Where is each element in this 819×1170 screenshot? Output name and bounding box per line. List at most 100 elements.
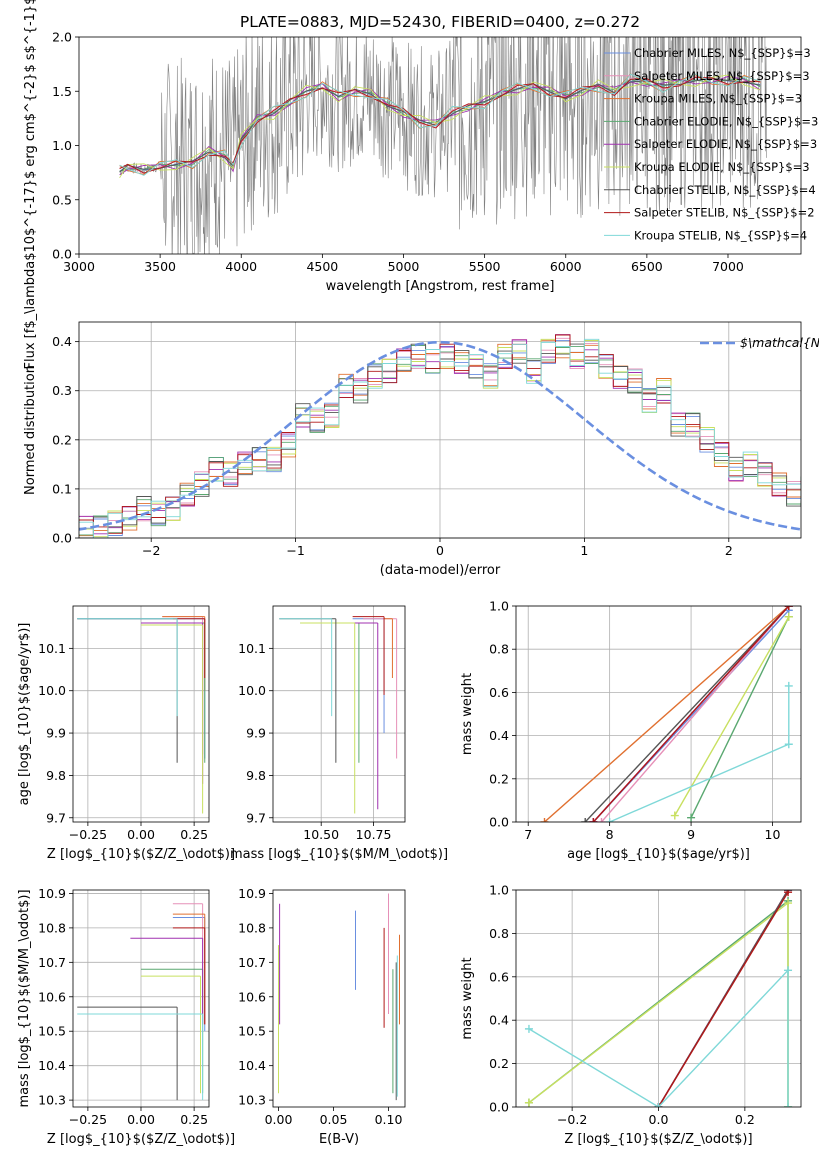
y-tick-label: 1.0 xyxy=(489,599,509,614)
x-tick-label: −1 xyxy=(286,543,304,558)
y-tick-label: 10.3 xyxy=(38,1093,66,1108)
mass-vs-metallicity-ticks: −0.25 0.00 0.25 10.3 10.4 10.5 10.6 10.7 10.8 10.… xyxy=(38,886,208,1127)
y-tick-label: 9.8 xyxy=(246,768,266,783)
spectrum-y-axis-label: Flux [f$_\lambda$10$^{-17}$ erg cm$^{-2}… xyxy=(23,0,38,369)
mass-weight-marker xyxy=(784,740,793,749)
x-tick-label: 3000 xyxy=(63,259,95,274)
x-tick-label: 0.05 xyxy=(320,1112,348,1127)
mass-weight-marker xyxy=(597,818,606,822)
mass-vs-ebv-panel: 0.00 0.05 0.10 10.3 10.4 10.5 10.6 10.7 10.8 10.9… xyxy=(238,886,406,1147)
mass-vs-ebv-x-axis-label: E(B-V) xyxy=(319,1132,359,1147)
mass-weight-marker xyxy=(784,966,793,975)
y-tick-label: 0.4 xyxy=(489,728,509,743)
model-spectrum-line xyxy=(119,73,761,176)
residuals-y-axis-label: Normed distribution xyxy=(23,365,38,495)
y-tick-label: 10.0 xyxy=(238,683,266,698)
x-tick-label: 2 xyxy=(725,543,733,558)
x-tick-label: 10 xyxy=(765,827,781,842)
mass-weight-marker xyxy=(524,1098,533,1107)
y-tick-label: 0.0 xyxy=(489,815,509,830)
x-tick-label: 0.2 xyxy=(735,1112,755,1127)
y-tick-label: 10.1 xyxy=(238,641,266,656)
mass-weight-marker xyxy=(784,606,793,610)
x-tick-label: −2 xyxy=(142,543,160,558)
y-tick-label: 10.9 xyxy=(238,886,266,901)
x-tick-label: 7 xyxy=(524,827,532,842)
residual-histogram-series xyxy=(79,339,801,537)
spectrum-frame xyxy=(78,36,802,255)
figure-title: PLATE=0883, MJD=52430, FIBERID=0400, z=0… xyxy=(240,13,640,31)
age-vs-metallicity-y-axis-label: age [log$_{10}$($age/yr$)] xyxy=(17,623,32,806)
massweight-vs-age-x-axis-label: age [log$_{10}$($age/yr$)] xyxy=(567,847,750,862)
y-tick-label: 10.7 xyxy=(38,955,66,970)
x-tick-label: 4000 xyxy=(225,259,257,274)
model-spectrum-line xyxy=(119,74,761,179)
x-tick-label: 3500 xyxy=(144,259,176,274)
x-tick-label: 0.0 xyxy=(649,1112,669,1127)
age-vs-metallicity-panel: −0.25 0.00 0.25 9.7 9.8 9.9 10.0 10.1 Z [log$_{1… xyxy=(17,605,235,862)
residuals-legend: $\mathcal{N}(0,1)$ xyxy=(700,335,819,350)
y-tick-label: 0.1 xyxy=(52,481,72,496)
legend-label: Salpeter ELODIE, N$_{SSP}$=3 xyxy=(634,137,817,151)
legend-label: Kroupa STELIB, N$_{SSP}$=4 xyxy=(634,228,807,242)
x-tick-label: 0.00 xyxy=(265,1112,293,1127)
cumulative-mass-weight-line xyxy=(592,606,790,822)
massweight-vs-metallicity-ticks: −0.2 0.0 0.2 0.0 0.2 0.4 0.6 0.8 1.0 xyxy=(489,883,755,1128)
residual-histogram-series xyxy=(79,334,801,534)
residuals-panel: −2 −1 0 1 2 0.0 0.1 0.2 0.3 0.4 (data-model)/error… xyxy=(23,321,819,578)
x-tick-label: −0.25 xyxy=(69,1112,107,1127)
mass-vs-metallicity-plot-area xyxy=(77,903,206,1101)
massweight-vs-metallicity-grid xyxy=(516,889,801,1108)
residuals-frame xyxy=(78,321,802,539)
massweight-vs-metallicity-y-axis-label: mass weight xyxy=(460,957,475,1039)
age-vs-metallicity-ticks: −0.25 0.00 0.25 9.7 9.8 9.9 10.0 10.1 xyxy=(38,641,208,842)
age-vs-mass-grid xyxy=(273,606,405,822)
mass-weight-marker xyxy=(654,1103,663,1107)
y-tick-label: 0.2 xyxy=(489,771,509,786)
x-tick-label: 6000 xyxy=(550,259,582,274)
cumulative-mass-weight-line xyxy=(584,606,790,822)
mass-weight-marker xyxy=(670,811,679,820)
massweight-vs-age-ticks: 7 8 9 10 0.0 0.2 0.4 0.6 0.8 1.0 xyxy=(489,599,780,843)
legend-label: Salpeter STELIB, N$_{SSP}$=2 xyxy=(634,206,815,220)
massweight-vs-metallicity-panel: −0.2 0.0 0.2 0.0 0.2 0.4 0.6 0.8 1.0 Z [log$_{10}… xyxy=(460,883,802,1147)
age-vs-mass-plot-area xyxy=(279,616,398,814)
x-tick-label: 10.75 xyxy=(356,827,392,842)
residuals-x-axis-label: (data-model)/error xyxy=(380,563,501,578)
y-tick-label: 10.4 xyxy=(38,1058,66,1073)
model-spectrum-line xyxy=(119,75,761,176)
model-spectrum-line xyxy=(119,77,761,173)
observed-spectrum-line xyxy=(119,37,767,254)
massweight-vs-metallicity-frame xyxy=(515,889,802,1108)
massweight-vs-age-y-axis-label: mass weight xyxy=(460,673,475,755)
massweight-vs-metallicity-x-axis-label: Z [log$_{10}$($Z/Z_\odot$)] xyxy=(564,1132,752,1147)
massweight-vs-age-grid xyxy=(516,605,801,823)
legend-label: Kroupa MILES, N$_{SSP}$=3 xyxy=(634,92,802,106)
x-tick-label: 9 xyxy=(687,827,695,842)
mass-vs-ebv-ticks: 0.00 0.05 0.10 10.3 10.4 10.5 10.6 10.7 10.8 10.9 xyxy=(238,886,402,1127)
massweight-vs-age-plot-area xyxy=(540,606,793,822)
y-tick-label: 0.8 xyxy=(489,926,509,941)
x-tick-label: 0.10 xyxy=(375,1112,403,1127)
mass-vs-metallicity-frame xyxy=(72,889,210,1108)
y-tick-label: 0.4 xyxy=(489,1013,509,1028)
age-vs-mass-frame xyxy=(272,605,406,823)
age-vs-metallicity-x-axis-label: Z [log$_{10}$($Z/Z_\odot$)] xyxy=(47,847,235,862)
y-tick-label: 10.9 xyxy=(38,886,66,901)
y-tick-label: 0.6 xyxy=(489,969,509,984)
residual-histogram-series xyxy=(79,343,801,538)
spectrum-legend: Chabrier MILES, N$_{SSP}$=3 Salpeter MILE… xyxy=(604,46,818,242)
y-tick-label: 0.6 xyxy=(489,685,509,700)
mass-vs-metallicity-y-axis-label: mass [log$_{10}$($M/M_\odot$)] xyxy=(17,889,32,1107)
x-tick-label: 7000 xyxy=(712,259,744,274)
x-tick-label: 0 xyxy=(436,543,444,558)
x-tick-label: −0.25 xyxy=(69,827,107,842)
y-tick-label: 10.8 xyxy=(238,920,266,935)
legend-label: $\mathcal{N}(0,1)$ xyxy=(740,335,819,350)
mass-vs-ebv-frame xyxy=(272,889,406,1108)
y-tick-label: 0.2 xyxy=(52,432,72,447)
x-tick-label: 0.00 xyxy=(127,1112,155,1127)
model-spectrum-line xyxy=(119,76,761,174)
legend-label: Chabrier MILES, N$_{SSP}$=3 xyxy=(634,46,811,60)
cumulative-mass-weight-line xyxy=(690,616,790,819)
